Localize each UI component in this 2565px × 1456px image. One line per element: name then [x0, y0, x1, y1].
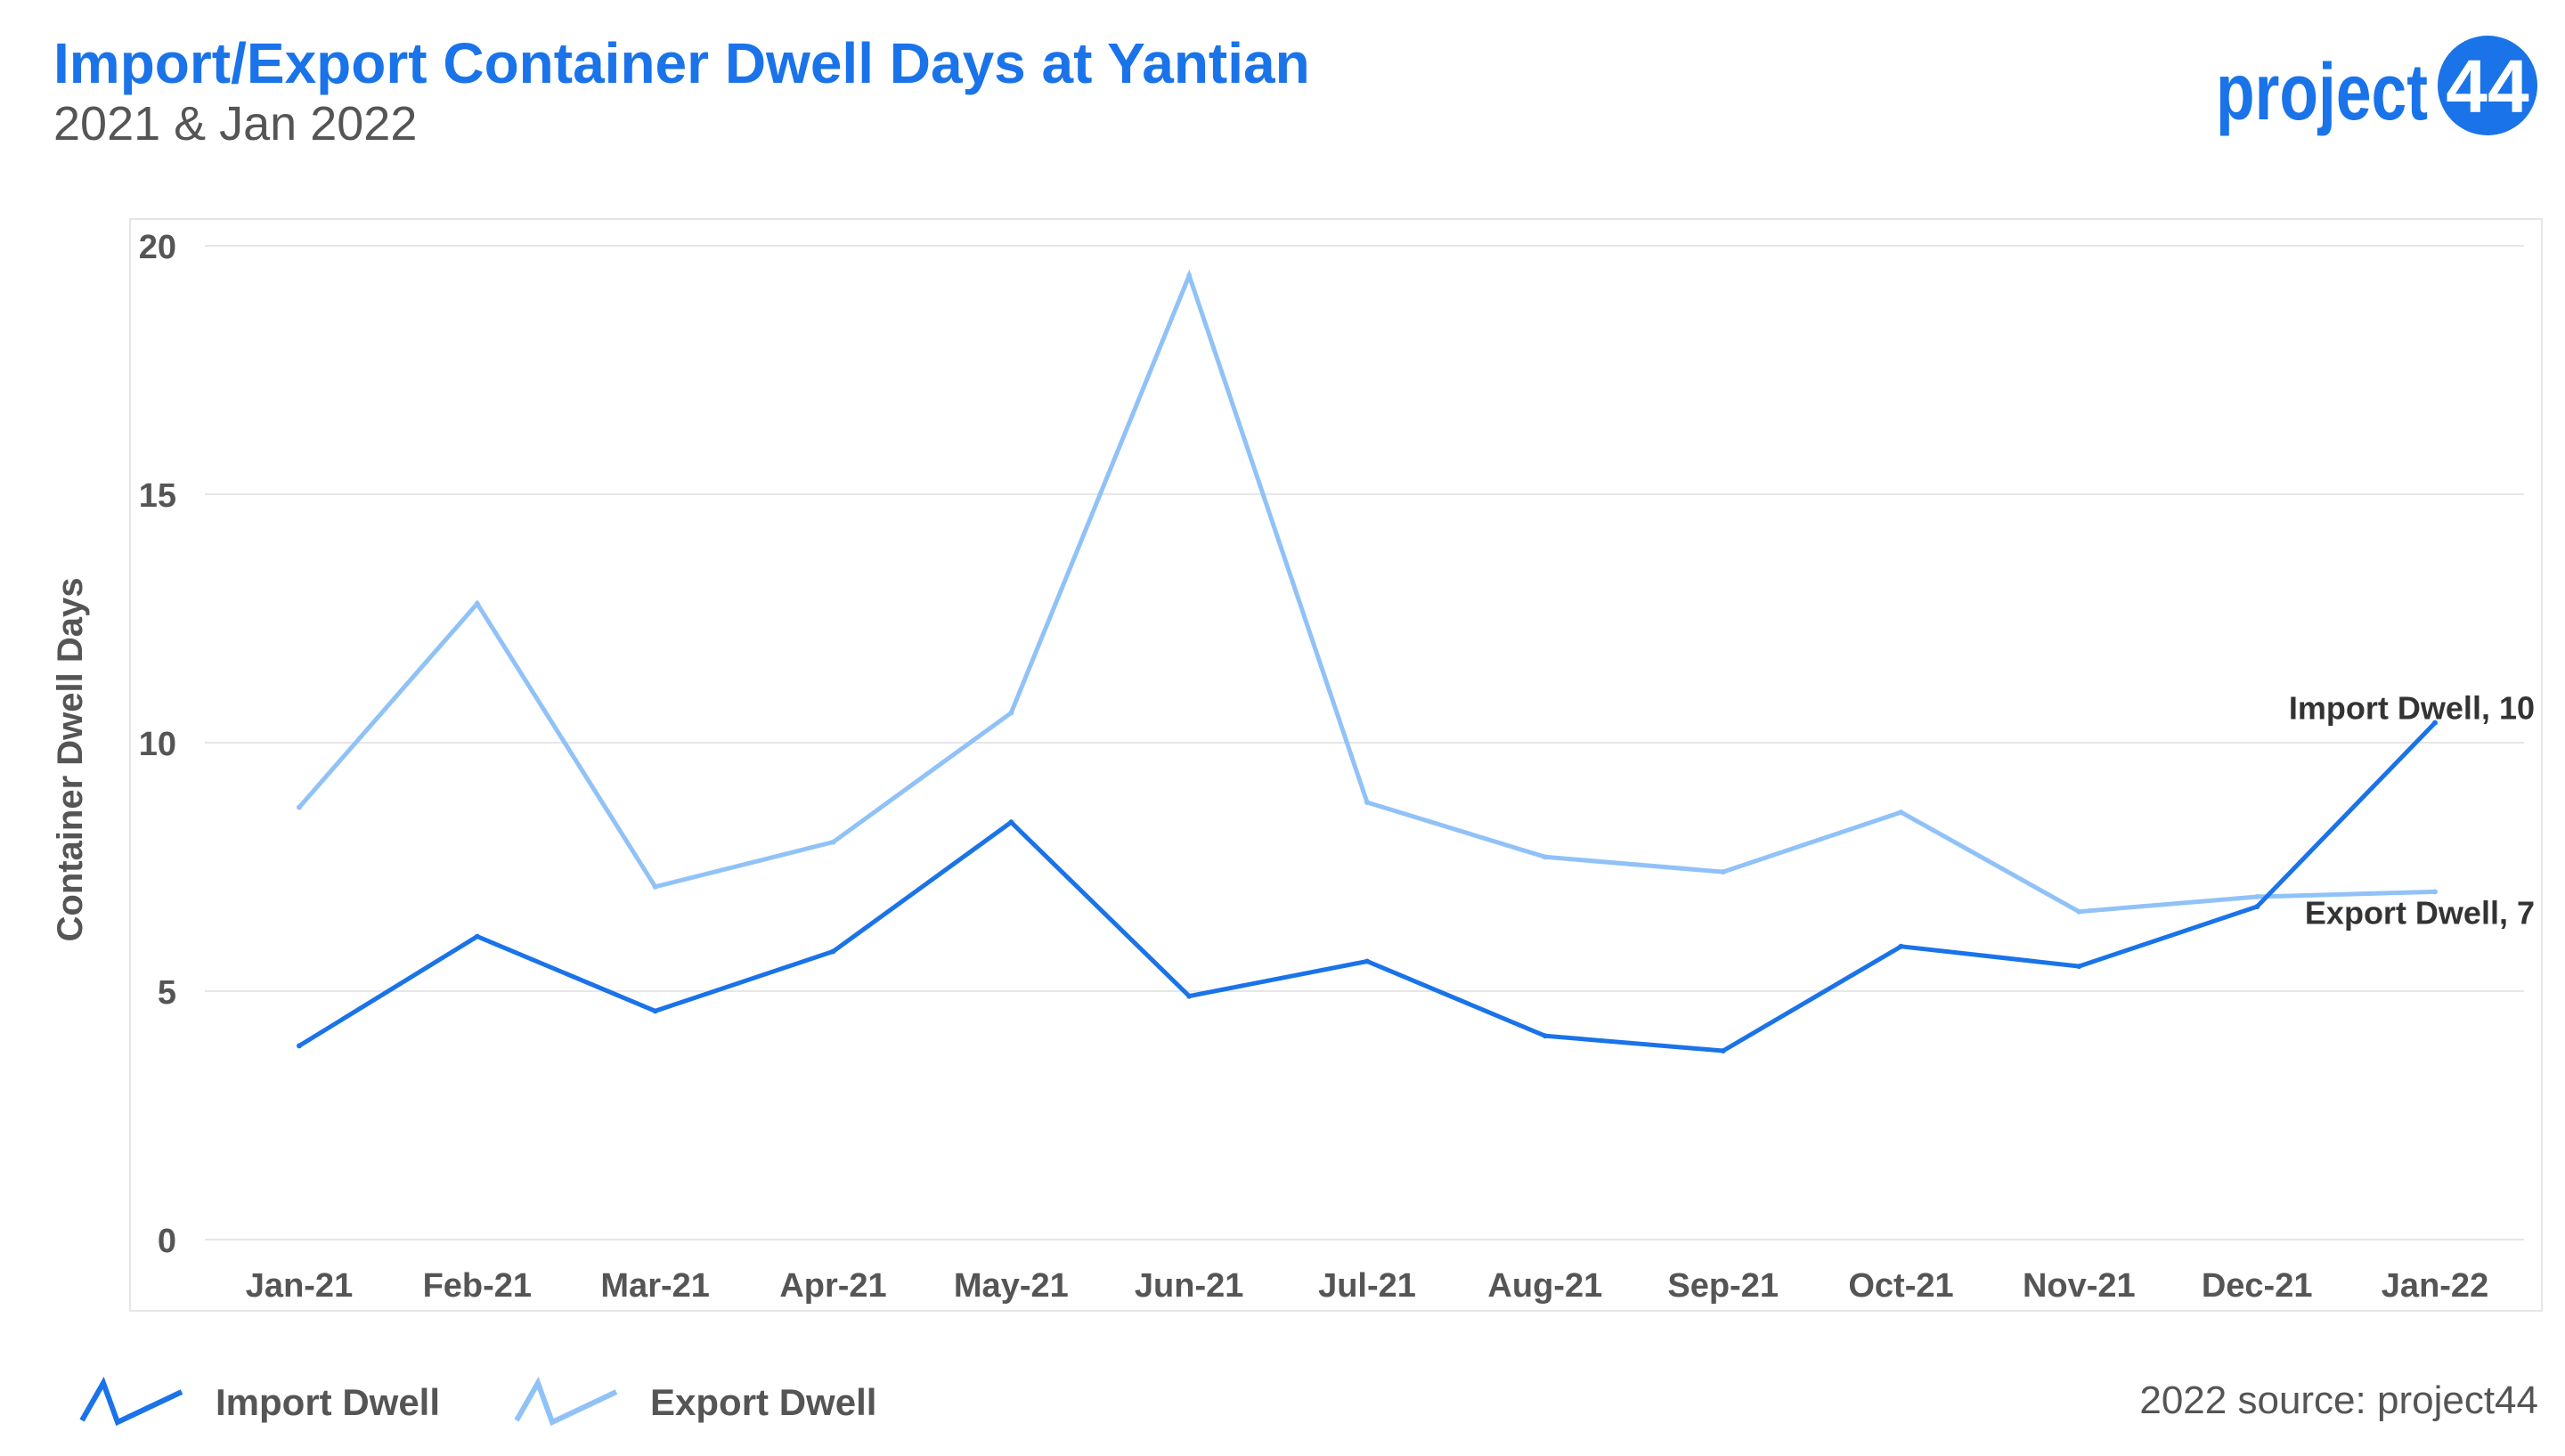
- import-dwell-point: [1542, 1033, 1548, 1039]
- source-note: 2022 source: project44: [2139, 1379, 2538, 1422]
- export-dwell-point: [2254, 893, 2260, 899]
- svg-text:44: 44: [2446, 45, 2529, 128]
- x-tick-label: Jun-21: [1135, 1267, 1243, 1305]
- export-dwell-point: [474, 600, 480, 606]
- plot-frame: [129, 218, 2543, 1312]
- export-line-swatch-icon: [514, 1376, 618, 1427]
- export-dwell-point: [652, 883, 658, 890]
- export-dwell-point: [1720, 869, 1726, 875]
- import-dwell-point: [2254, 904, 2260, 910]
- import-dwell-point: [474, 933, 480, 939]
- x-tick-label: Feb-21: [423, 1267, 532, 1305]
- export-dwell-point: [2076, 908, 2082, 915]
- import-dwell-point: [1898, 943, 1904, 949]
- import-dwell-line: [297, 720, 2437, 1053]
- chart-subtitle: 2021 & Jan 2022: [53, 97, 418, 150]
- export-dwell-point: [1364, 799, 1370, 805]
- x-tick-labels: Jan-21 Feb-21 Mar-21 Apr-21 May-21 Jun-21 Jul-…: [246, 1267, 2488, 1305]
- import-dwell-point: [1720, 1047, 1726, 1053]
- export-dwell-point: [1542, 854, 1548, 860]
- end-labels: Import Dwell, 10 Export Dwell, 7: [2289, 690, 2535, 931]
- export-dwell-point: [1898, 809, 1904, 816]
- y-axis-label: Container Dwell Days: [51, 577, 90, 941]
- export-dwell-point: [1008, 710, 1014, 716]
- x-tick-label: Apr-21: [779, 1267, 886, 1305]
- y-tick-label: 0: [158, 1223, 176, 1260]
- import-dwell-point: [2432, 720, 2438, 726]
- y-tick-label: 15: [139, 477, 176, 515]
- export-dwell-point: [297, 804, 302, 810]
- x-tick-label: Jan-21: [246, 1267, 353, 1305]
- import-dwell-point: [297, 1043, 302, 1049]
- import-line-swatch-icon: [79, 1376, 183, 1427]
- export-dwell-line: [297, 269, 2436, 915]
- import-dwell-point: [830, 948, 836, 955]
- series-lines: [297, 269, 2438, 1053]
- import-dwell-point: [652, 1008, 658, 1014]
- import-end-label: Import Dwell, 10: [2289, 690, 2535, 727]
- import-dwell-point: [1364, 958, 1370, 964]
- chart-title: Import/Export Container Dwell Days at Ya…: [53, 31, 1310, 95]
- import-dwell-point: [2076, 964, 2082, 970]
- x-tick-label: Aug-21: [1487, 1267, 1602, 1305]
- y-tick-label: 20: [139, 229, 176, 266]
- project44-logo: project 44: [2216, 36, 2537, 137]
- import-dwell-point: [1008, 819, 1014, 826]
- y-tick-labels: 0 5 10 15 20: [139, 229, 176, 1260]
- import-dwell-point: [1186, 993, 1193, 999]
- legend-label-import: Import Dwell: [216, 1381, 441, 1423]
- export-dwell-point: [1186, 272, 1193, 279]
- x-tick-label: Dec-21: [2202, 1267, 2313, 1305]
- legend-item-export: Export Dwell: [513, 1376, 876, 1429]
- legend: Import Dwell Export Dwell: [78, 1371, 949, 1434]
- y-tick-label: 5: [158, 974, 176, 1012]
- export-end-label: Export Dwell, 7: [2305, 894, 2535, 931]
- x-tick-label: May-21: [954, 1267, 1069, 1305]
- grid-lines: [205, 245, 2524, 1240]
- x-tick-label: Oct-21: [1848, 1267, 1953, 1305]
- x-tick-label: Jan-22: [2382, 1267, 2488, 1305]
- y-tick-label: 10: [139, 726, 176, 763]
- svg-text:project: project: [2216, 48, 2428, 137]
- legend-item-import: Import Dwell: [78, 1376, 440, 1429]
- export-dwell-point: [830, 839, 836, 845]
- x-tick-label: Nov-21: [2023, 1267, 2136, 1305]
- export-dwell-point: [2432, 889, 2438, 895]
- x-tick-label: Mar-21: [600, 1267, 710, 1305]
- x-tick-label: Jul-21: [1318, 1267, 1416, 1305]
- legend-label-export: Export Dwell: [650, 1381, 877, 1423]
- x-tick-label: Sep-21: [1667, 1267, 1779, 1305]
